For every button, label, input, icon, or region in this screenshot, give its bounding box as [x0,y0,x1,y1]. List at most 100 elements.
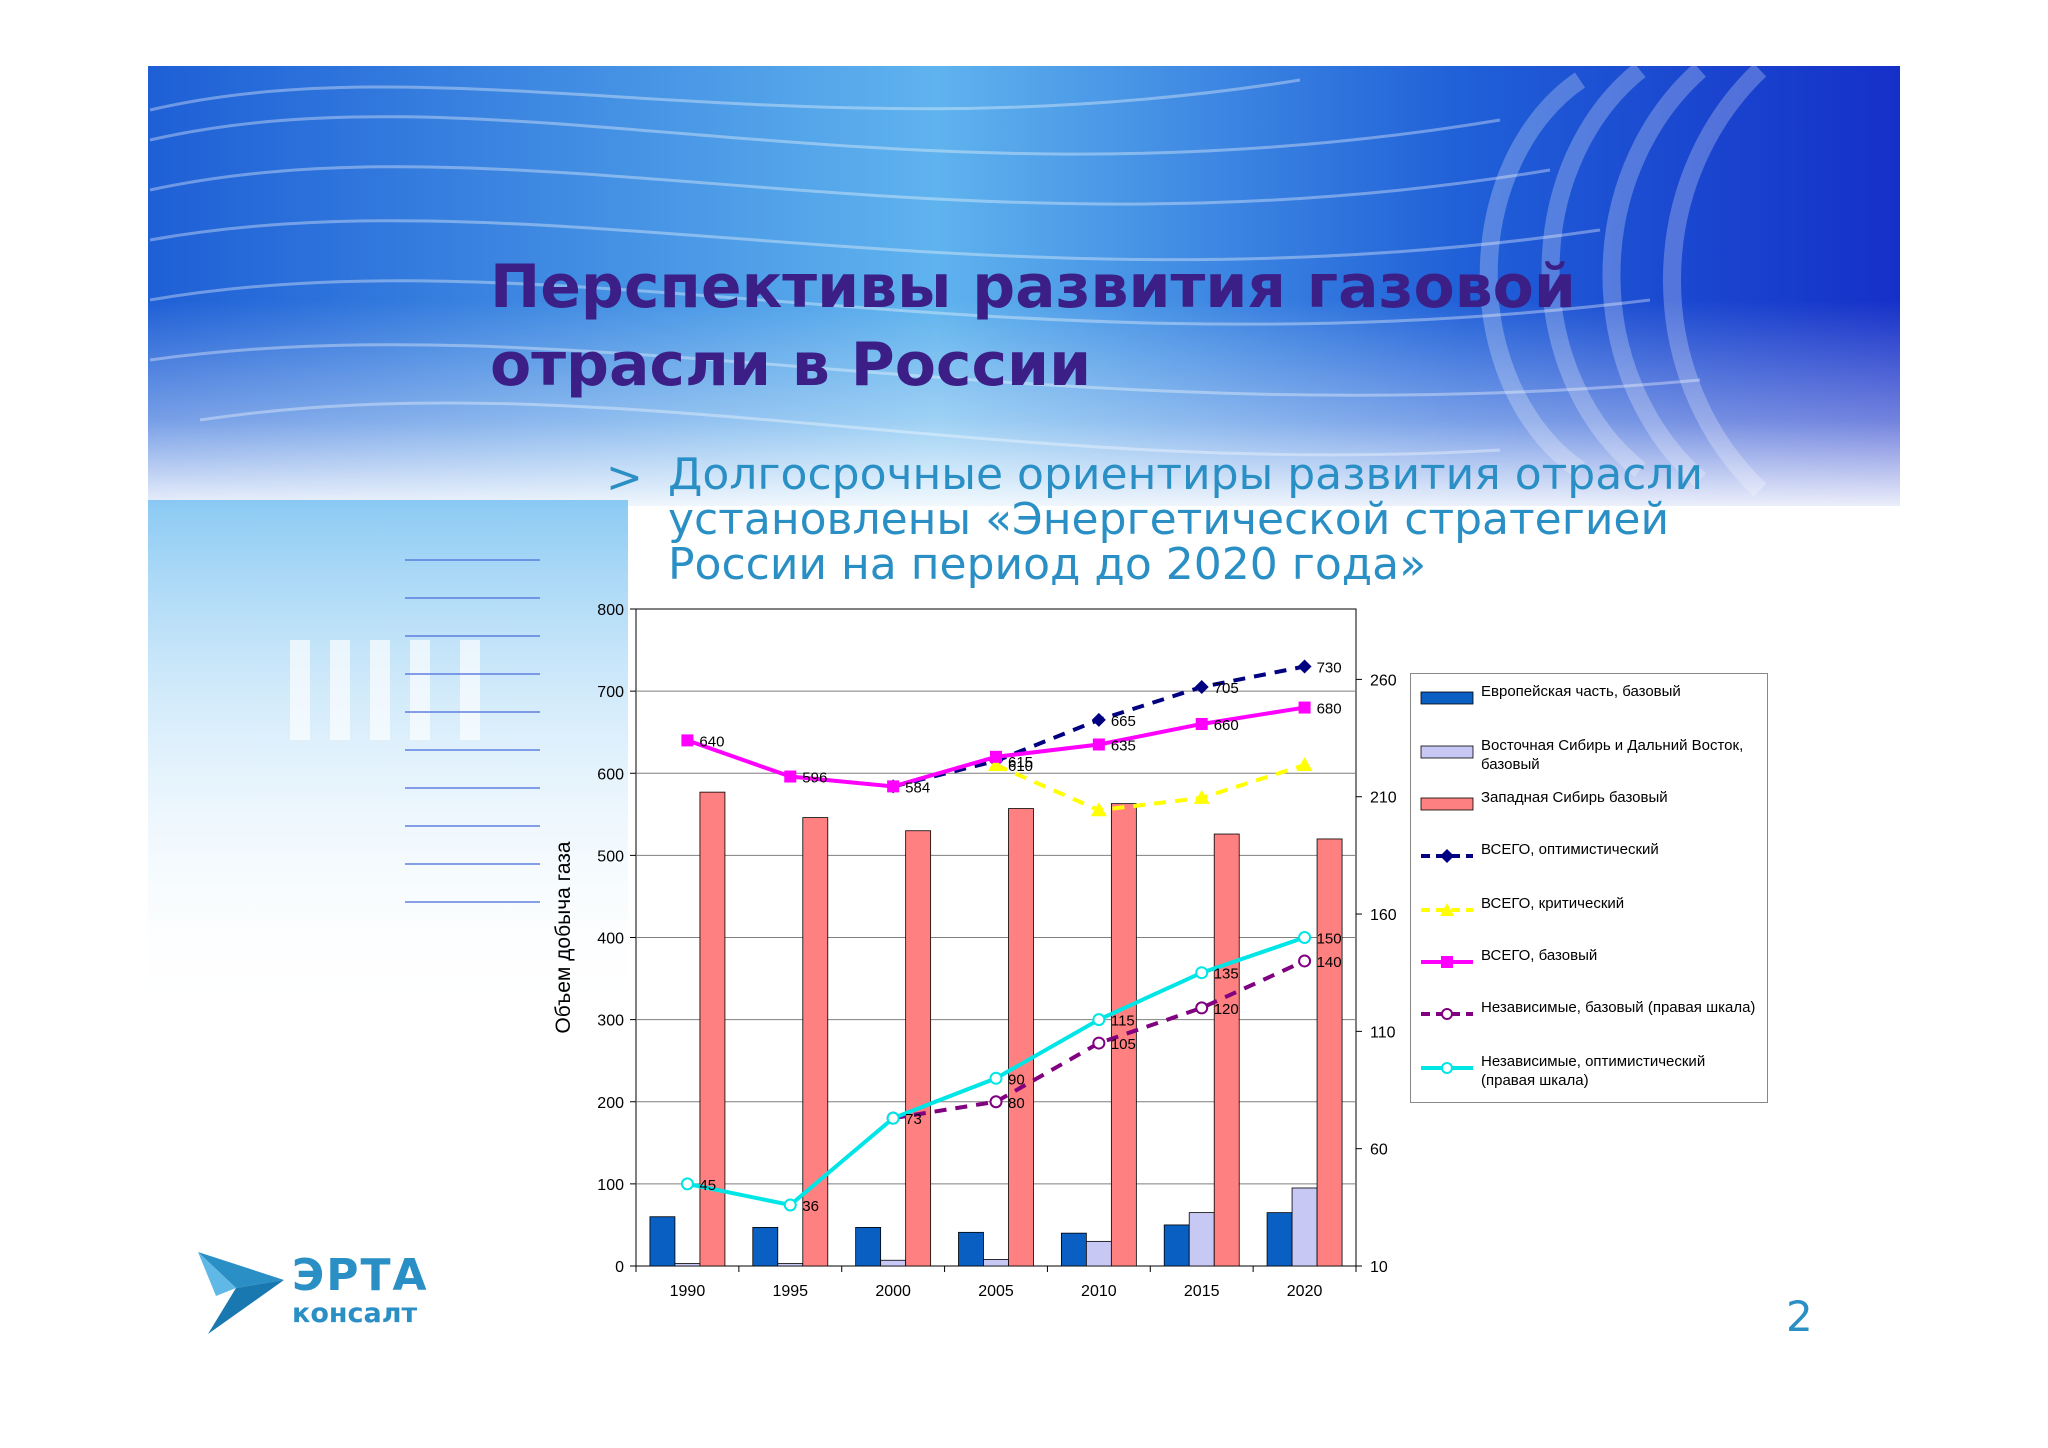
data-label: 36 [802,1198,819,1215]
legend-label: ВСЕГО, критический [1481,895,1625,912]
y-tick-label: 100 [597,1177,624,1194]
data-label: 73 [905,1111,922,1128]
legend-swatch [1420,745,1474,759]
logo-subtitle: консалт [292,1298,418,1329]
bar [802,817,829,1267]
logo-name: ЭРТА [292,1250,429,1301]
data-point [990,750,1002,763]
data-label: 596 [802,770,827,787]
bar [1085,1240,1112,1267]
y-tick-label: 500 [597,848,624,865]
bar [855,1227,882,1267]
data-point [1298,701,1311,714]
data-point [1092,1013,1106,1027]
slide-title-line-2: отрасли в России [490,330,1092,400]
bar [1266,1212,1293,1267]
data-point [1090,802,1107,817]
data-point [1298,931,1312,944]
legend-label: ВСЕГО, базовый [1481,947,1598,964]
data-label: 660 [1214,717,1239,734]
data-point [989,1071,1003,1085]
company-logo: ЭРТА консалт [196,1248,436,1338]
data-label: 635 [1111,738,1136,755]
bar [777,1263,804,1267]
legend-item: Европейская часть, базовый [1419,682,1759,732]
legend-swatch [1421,956,1473,968]
legend-label: Независимые, базовый (правая шкала) [1481,999,1756,1016]
data-label: 105 [1111,1036,1136,1053]
data-label: 120 [1214,1001,1239,1018]
legend-swatch [1421,1062,1473,1074]
bar [958,1231,984,1267]
legend-item: ВСЕГО, оптимистический [1419,840,1759,890]
data-point [1195,1001,1209,1015]
series-line [892,959,1306,1121]
data-label: 80 [1008,1095,1025,1112]
legend-item: ВСЕГО, базовый [1419,946,1759,996]
data-label: 665 [1111,713,1136,730]
data-label: 730 [1317,659,1342,676]
data-label: 135 [1214,966,1239,983]
data-label: 610 [1008,758,1033,775]
x-tick-label: 2005 [978,1283,1014,1300]
chart-legend: Европейская часть, базовый Восточная Сиби… [1410,673,1768,1103]
bar [1110,803,1137,1267]
data-point [1092,738,1105,751]
data-label: 640 [699,733,724,750]
bar [1213,833,1240,1267]
legend-item: Западная Сибирь базовый [1419,788,1759,838]
y2-tick-label: 210 [1370,790,1397,807]
bar [752,1227,779,1267]
bar [649,1216,676,1267]
bar [1316,838,1343,1267]
bar [905,830,932,1267]
legend-item: Восточная Сибирь и Дальний Восток, базов… [1419,736,1759,786]
data-point [1091,712,1106,727]
legend-item: ВСЕГО, критический [1419,894,1759,944]
legend-swatch [1421,1008,1473,1020]
bullet-line-1: Долгосрочные ориентиры развития отрасли [668,449,1704,500]
legend-label: Западная Сибирь базовый [1481,789,1668,806]
legend-swatch [1421,903,1473,916]
data-point [989,1095,1003,1109]
bar [1291,1187,1318,1267]
y-axis-label: Объем добыча газа [552,841,575,1034]
data-point [886,1111,900,1125]
y2-tick-label: 260 [1370,672,1397,689]
bar [699,791,726,1267]
bar [1188,1212,1215,1267]
data-point [988,757,1004,772]
y2-tick-label: 160 [1370,907,1397,924]
x-tick-label: 1990 [670,1283,706,1300]
data-point [1297,659,1312,674]
x-tick-label: 2020 [1287,1283,1323,1300]
page-number: 2 [1786,1292,1813,1341]
y-tick-label: 600 [597,766,624,783]
data-label: 140 [1317,954,1342,971]
legend-item: Независимые, базовый (правая шкала) [1419,998,1759,1048]
y-tick-label: 200 [597,1095,624,1112]
legend-label: Восточная Сибирь и Дальний Восток, базов… [1481,737,1744,773]
legend-swatch [1420,691,1474,705]
y-tick-label: 0 [615,1259,624,1276]
x-tick-label: 2010 [1081,1283,1117,1300]
data-label: 705 [1214,680,1239,697]
data-point [783,1198,797,1212]
data-point [1092,1036,1106,1050]
bar [880,1259,907,1267]
bullet-text: Долгосрочные ориентиры развития отрасли … [668,452,1818,587]
x-tick-label: 2000 [875,1283,911,1300]
y-tick-label: 800 [597,602,624,619]
data-point [1194,680,1209,695]
legend-label: Независимые, оптимистический (правая шка… [1481,1053,1706,1089]
bar [983,1259,1009,1267]
bar [1060,1232,1087,1267]
legend-swatch [1420,797,1474,811]
bullet-line-3: России на период до 2020 года» [668,539,1427,590]
y2-tick-label: 60 [1370,1142,1388,1159]
data-point [680,1177,694,1191]
y2-tick-label: 10 [1370,1259,1388,1276]
data-point [887,780,900,793]
